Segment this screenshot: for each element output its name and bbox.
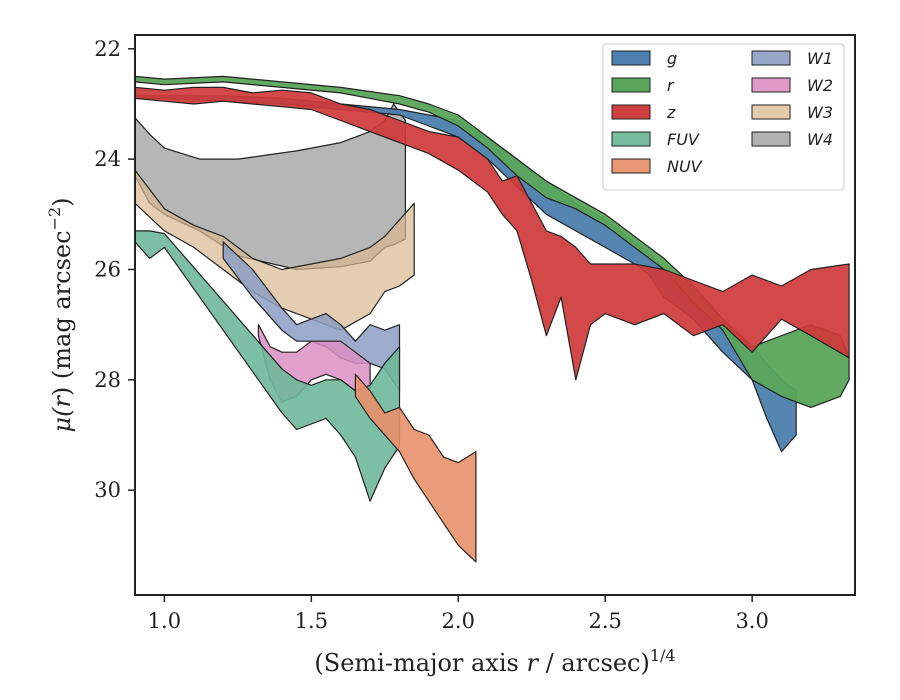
legend-label-w1: W1 (807, 49, 833, 68)
x-tick-label: 2.0 (442, 609, 475, 633)
x-tick-label: 3.0 (735, 609, 768, 633)
y-tick-label: 26 (94, 257, 121, 281)
y-tick-label: 22 (94, 37, 121, 61)
series-layer (135, 75, 850, 563)
legend-label-z: z (666, 103, 676, 122)
legend-swatch-r (611, 77, 651, 93)
legend-swatch-nuv (611, 158, 651, 174)
legend-label-g: g (667, 49, 677, 68)
legend-swatch-w4 (751, 131, 791, 147)
legend-swatch-z (611, 104, 651, 120)
y-tick-label: 24 (94, 147, 121, 171)
plot-frame (134, 34, 856, 596)
x-tick-label: 2.5 (589, 609, 622, 633)
legend-label-r: r (667, 76, 675, 95)
series-band-r (135, 75, 850, 408)
legend-swatch-w1 (751, 50, 791, 66)
y-tick-label: 28 (94, 368, 121, 392)
x-tick-label: 1.5 (295, 609, 328, 633)
y-axis: 22 24 26 28 30 (94, 37, 135, 502)
legend-label-nuv: NUV (667, 157, 703, 176)
legend-label-w2: W2 (807, 76, 833, 95)
legend-swatch-w3 (751, 104, 791, 120)
legend-swatch-g (611, 50, 651, 66)
x-axis: 1.0 1.5 2.0 2.5 3.0 (148, 595, 769, 633)
series-band-w3 (135, 169, 415, 331)
legend-label-fuv: FUV (667, 130, 700, 149)
legend-swatch-w2 (751, 77, 791, 93)
x-axis-title: (Semi-major axis r / arcsec)1/4 (314, 646, 675, 677)
legend-label-w4: W4 (807, 130, 833, 149)
x-tick-label: 1.0 (148, 609, 181, 633)
legend-swatch-fuv (611, 131, 651, 147)
series-band-nuv (354, 373, 477, 563)
legend-label-w3: W3 (807, 103, 833, 122)
y-axis-title: μ(r) (mag arcsec−2) (45, 197, 76, 432)
y-tick-label: 30 (94, 478, 121, 502)
legend: grz FUV NUV W1 W2 W3 W4 (602, 43, 845, 191)
series-band-z (135, 86, 850, 381)
